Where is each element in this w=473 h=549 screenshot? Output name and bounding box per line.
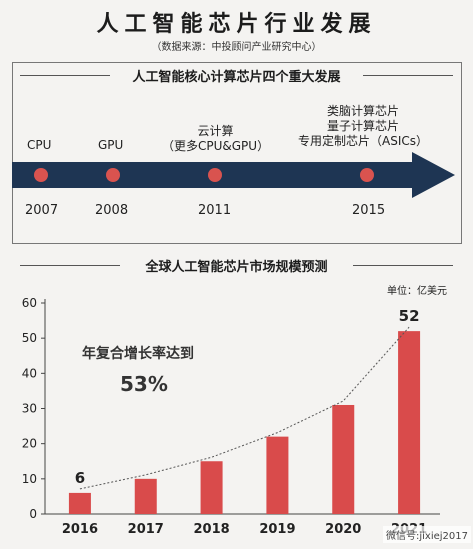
data-label: 52: [399, 307, 420, 325]
page-title: 人工智能芯片行业发展: [96, 11, 377, 37]
y-tick-label: 40: [22, 366, 37, 380]
timeline-dot: [208, 168, 222, 182]
bar: [398, 331, 421, 514]
market-heading-row: 全球人工智能芯片市场规模预测: [0, 256, 473, 275]
divider: [353, 265, 453, 266]
y-tick-label: 0: [29, 507, 37, 521]
bar: [266, 436, 289, 514]
timeline-year: 2015: [352, 203, 386, 218]
timeline-heading: 人工智能核心计算芯片四个重大发展: [124, 66, 349, 85]
timeline-frame: [12, 62, 462, 244]
market-heading: 全球人工智能芯片市场规模预测: [137, 256, 336, 275]
data-label: 6: [75, 469, 85, 487]
timeline-event-label: 云计算 （更多CPU&GPU）: [162, 124, 270, 153]
bar: [134, 478, 157, 514]
timeline-event-label: GPU: [98, 138, 124, 152]
unit-label: 单位：亿美元: [387, 286, 447, 297]
y-tick-label: 60: [22, 296, 37, 310]
cagr-value: 53%: [120, 372, 168, 396]
y-tick-label: 50: [22, 331, 37, 345]
timeline-dot: [34, 168, 48, 182]
x-tick-label: 2016: [62, 522, 98, 537]
timeline-event-label: 类脑计算芯片 量子计算芯片 专用定制芯片（ASICs）: [298, 104, 428, 148]
timeline-year: 2007: [25, 203, 59, 218]
x-tick-label: 2020: [325, 522, 361, 537]
timeline-arrow: [12, 152, 455, 198]
trend-line: [79, 326, 410, 490]
bar: [68, 492, 91, 514]
y-tick-label: 30: [22, 402, 37, 416]
watermark: 微信号:jixiej2017: [382, 526, 471, 543]
timeline-event-label: CPU: [27, 138, 52, 152]
cagr-label: 年复合增长率达到: [82, 346, 194, 362]
divider: [20, 75, 110, 76]
timeline-dot: [360, 168, 374, 182]
y-tick-label: 10: [22, 472, 37, 486]
timeline-dot: [106, 168, 120, 182]
timeline-heading-row: 人工智能核心计算芯片四个重大发展: [0, 66, 473, 85]
timeline-year: 2008: [95, 203, 129, 218]
divider: [363, 75, 453, 76]
x-tick-label: 2018: [193, 522, 229, 537]
timeline-year: 2011: [198, 203, 232, 218]
x-tick-label: 2017: [128, 522, 164, 537]
y-tick-label: 20: [22, 437, 37, 451]
bar: [332, 404, 355, 514]
bar: [200, 461, 223, 514]
data-source: （数据来源：中投顾问产业研究中心）: [151, 42, 322, 53]
x-tick-label: 2019: [259, 522, 295, 537]
divider: [20, 265, 120, 266]
